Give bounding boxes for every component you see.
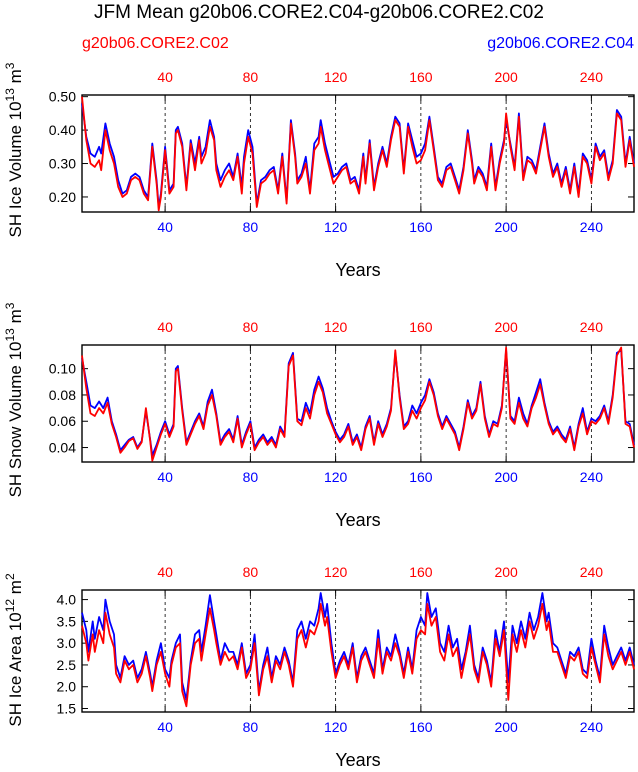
panel-1: 40 40 80 80 120 120 160 160 200 200 240 240 0.20 0.30… (3, 62, 635, 280)
plot-frame (81, 344, 635, 463)
x-tick-label-top: 160 (409, 69, 433, 85)
x-tick-label: 40 (157, 219, 173, 235)
panel-2: 40 40 80 80 120 120 160 160 200 200 240 240 0.04 0.06… (3, 302, 635, 530)
series-line-c02 (81, 603, 635, 708)
y-axis-label: SH Ice Area 1012 m2 (3, 573, 25, 727)
x-tick-label-top: 80 (243, 319, 259, 335)
y-tick-label: 0.10 (49, 361, 76, 377)
y-axis-label-ylabel-unit-exp: 3 (3, 302, 17, 309)
case-name-left: g20b06.CORE2.C02 (82, 35, 229, 52)
x-tick-label-top: 160 (409, 564, 433, 580)
y-tick-label: 1.5 (57, 701, 77, 717)
x-tick-label-top: 240 (580, 69, 604, 85)
x-tick-label: 240 (580, 719, 604, 735)
x-tick-label-top: 200 (494, 319, 518, 335)
x-tick-label-top: 120 (324, 319, 348, 335)
x-tick-label-top: 200 (494, 564, 518, 580)
x-tick-label-top: 240 (580, 564, 604, 580)
x-tick-label: 200 (494, 469, 518, 485)
case-name-right: g20b06.CORE2.C04 (487, 35, 634, 52)
y-tick-label: 0.40 (49, 122, 76, 138)
x-tick-label: 120 (324, 219, 348, 235)
y-tick-label: 4.0 (57, 592, 77, 608)
y-tick-label: 0.20 (49, 189, 76, 205)
x-axis-label: Years (335, 750, 380, 770)
x-tick-label: 40 (157, 469, 173, 485)
plot-frame (81, 589, 635, 713)
figure-title: JFM Mean g20b06.CORE2.C04-g20b06.CORE2.C… (94, 2, 544, 23)
x-tick-label-top: 240 (580, 319, 604, 335)
y-tick-label: 0.50 (49, 89, 76, 105)
y-axis-label-ylabel-main: SH Ice Volume 10 (6, 101, 25, 237)
x-axis-label: Years (335, 260, 380, 280)
x-tick-label: 80 (243, 469, 259, 485)
y-tick-label: 0.30 (49, 156, 76, 172)
y-axis-label-ylabel-unit: m (6, 309, 25, 328)
x-tick-label: 160 (409, 719, 433, 735)
x-tick-label-top: 120 (324, 564, 348, 580)
y-axis-label-ylabel-unit: m (6, 580, 25, 599)
x-tick-label-top: 40 (157, 69, 173, 85)
y-tick-label: 3.5 (57, 613, 77, 629)
series-line-c02 (81, 96, 635, 212)
y-axis-label-ylabel-unit-exp: 2 (3, 573, 17, 580)
y-tick-label: 3.0 (57, 635, 77, 651)
y-axis-label-ylabel-exp: 13 (3, 88, 17, 102)
y-tick-label: 0.06 (49, 413, 76, 429)
x-axis-label: Years (335, 510, 380, 530)
x-tick-label-top: 80 (243, 69, 259, 85)
y-axis-label-ylabel-main: SH Ice Area 10 (6, 612, 25, 726)
x-tick-label: 240 (580, 219, 604, 235)
panels: 404080801201201601602002002402400.200.30… (3, 62, 635, 770)
x-tick-label-top: 80 (243, 564, 259, 580)
series-line-c02 (81, 346, 635, 462)
y-axis-label-ylabel-exp: 13 (3, 328, 17, 342)
x-tick-label: 40 (157, 719, 173, 735)
x-tick-label-top: 120 (324, 69, 348, 85)
y-tick-label: 2.5 (57, 657, 77, 673)
x-tick-label: 80 (243, 219, 259, 235)
x-tick-label-top: 160 (409, 319, 433, 335)
x-tick-label: 80 (243, 719, 259, 735)
x-tick-label-top: 200 (494, 69, 518, 85)
x-tick-label-top: 40 (157, 564, 173, 580)
y-axis-label-ylabel-main: SH Snow Volume 10 (6, 342, 25, 498)
y-axis-label: SH Snow Volume 1013 m3 (3, 302, 25, 497)
y-axis-label-ylabel-unit: m (6, 69, 25, 88)
x-tick-label-top: 40 (157, 319, 173, 335)
y-axis-label-ylabel-unit-exp: 3 (3, 62, 17, 69)
plot-frame (81, 94, 635, 213)
panel-3: 40 40 80 80 120 120 160 160 200 200 240 240 1.5 2.0 2.… (3, 564, 635, 770)
y-tick-label: 2.0 (57, 679, 77, 695)
y-tick-label: 0.04 (49, 440, 76, 456)
x-tick-label: 160 (409, 469, 433, 485)
x-tick-label: 240 (580, 469, 604, 485)
x-tick-label: 200 (494, 219, 518, 235)
y-tick-label: 0.08 (49, 387, 76, 403)
x-tick-label: 120 (324, 469, 348, 485)
y-axis-label: SH Ice Volume 1013 m3 (3, 62, 25, 237)
y-axis-label-ylabel-exp: 12 (3, 599, 17, 613)
x-tick-label: 120 (324, 719, 348, 735)
x-tick-label: 200 (494, 719, 518, 735)
x-tick-label: 160 (409, 219, 433, 235)
